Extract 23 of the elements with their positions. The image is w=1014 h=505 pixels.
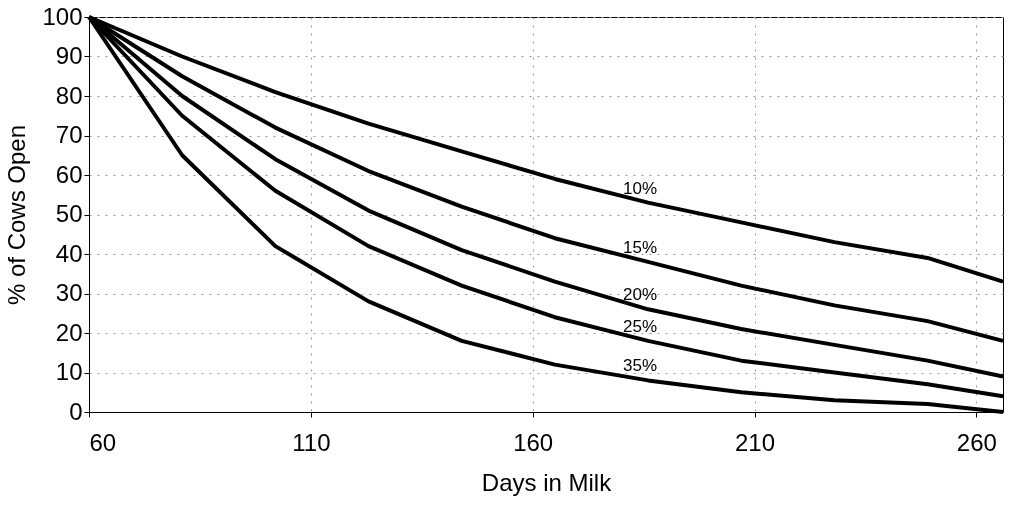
- y-tick-label: 100: [42, 2, 83, 30]
- y-tick-label: 10: [55, 358, 83, 385]
- y-tick-label: 0: [69, 397, 83, 425]
- x-tick-label: 60: [89, 428, 117, 456]
- series-label: 20%: [623, 285, 658, 305]
- y-axis-title: % of Cows Open: [3, 124, 31, 306]
- x-tick-label: 160: [513, 428, 554, 456]
- y-tick-label: 90: [55, 42, 83, 69]
- series-label: 25%: [623, 316, 658, 336]
- y-tick-label: 30: [55, 279, 83, 306]
- series-label: 35%: [623, 356, 658, 376]
- series-label: 10%: [623, 178, 658, 198]
- series-label: 15%: [623, 237, 658, 257]
- y-tick-label: 80: [55, 81, 83, 109]
- y-tick-label: 60: [55, 160, 83, 188]
- y-tick-label: 70: [55, 121, 83, 148]
- y-tick-label: 20: [55, 318, 83, 346]
- x-tick-label: 110: [292, 428, 331, 456]
- y-tick-label: 50: [55, 200, 83, 227]
- x-tick-label: 210: [735, 428, 776, 456]
- y-tick-label: 40: [55, 239, 83, 267]
- x-tick-label: 260: [956, 428, 997, 456]
- x-axis-title: Days in Milk: [481, 468, 613, 496]
